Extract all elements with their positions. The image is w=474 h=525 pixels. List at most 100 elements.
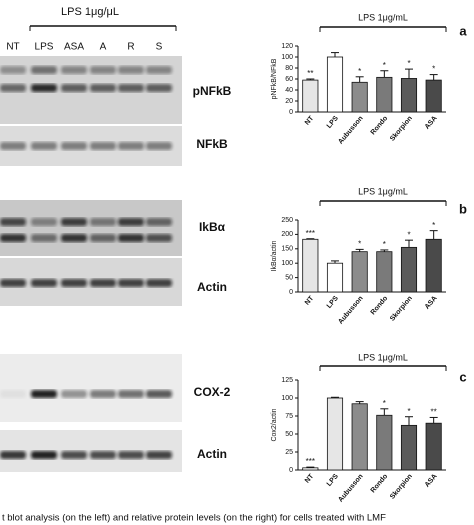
blot-band <box>31 451 57 459</box>
x-tick-label: Aubusson <box>337 295 364 326</box>
blot-band <box>90 279 116 287</box>
significance: * <box>432 65 435 74</box>
blot-band <box>118 390 144 398</box>
y-axis-label: Cox2/actin <box>271 408 278 441</box>
bar <box>376 76 393 113</box>
y-tick-label: 100 <box>281 54 293 61</box>
blot-band <box>118 142 144 150</box>
y-tick-label: 0 <box>289 467 293 474</box>
blot-band <box>61 451 87 459</box>
blot-band <box>31 234 57 242</box>
significance: * <box>358 67 361 76</box>
bar <box>326 262 344 293</box>
x-tick-label: Skorpion <box>389 115 414 143</box>
lane-label: NT <box>6 42 19 53</box>
lane-label: R <box>127 42 134 53</box>
significance: * <box>383 399 386 408</box>
blot-band <box>31 84 57 92</box>
y-tick-label: 150 <box>281 246 293 253</box>
blot-band <box>118 218 144 226</box>
bar <box>326 397 344 471</box>
x-tick-label: Aubusson <box>337 115 364 146</box>
blot-band <box>90 234 116 242</box>
blot-band <box>118 84 144 92</box>
blot-band <box>90 218 116 226</box>
blot-band <box>0 279 26 287</box>
blot-label: COX-2 <box>194 385 231 399</box>
significance: * <box>358 239 361 248</box>
blot-band <box>146 279 172 287</box>
caption: t blot analysis (on the left) and relati… <box>2 513 386 524</box>
bar <box>400 78 418 113</box>
y-tick-label: 20 <box>285 98 293 105</box>
bar <box>376 414 393 471</box>
blot-panel <box>0 354 182 422</box>
y-axis-label: pNFkB/NFkB <box>271 58 278 99</box>
blot-band <box>61 279 87 287</box>
blot-label: NFkB <box>196 137 228 151</box>
y-tick-label: 75 <box>285 413 293 420</box>
blot-band <box>146 451 172 459</box>
x-tick-label: Rondo <box>370 295 390 316</box>
bar <box>302 467 319 471</box>
x-tick-label: Rondo <box>370 115 390 136</box>
y-tick-label: 80 <box>285 65 293 72</box>
blot-band <box>0 451 26 459</box>
blot-header: LPS 1μg/μL <box>61 6 119 18</box>
x-tick-label: LPS <box>326 295 340 310</box>
bar <box>376 251 393 293</box>
blot-band <box>31 66 57 74</box>
x-tick-label: ASA <box>424 295 439 311</box>
y-tick-label: 100 <box>281 395 293 402</box>
x-tick-label: ASA <box>424 115 439 131</box>
y-tick-label: 60 <box>285 76 293 83</box>
x-tick-label: Skorpion <box>389 295 414 323</box>
blot-band <box>31 390 57 398</box>
y-tick-label: 40 <box>285 87 293 94</box>
blot-band <box>0 390 26 398</box>
blot-label: Actin <box>197 447 227 461</box>
y-tick-label: 50 <box>285 274 293 281</box>
significance: * <box>407 230 410 239</box>
y-tick-label: 250 <box>281 217 293 224</box>
y-tick-label: 200 <box>281 231 293 238</box>
y-tick-label: 120 <box>281 43 293 50</box>
bar <box>425 238 442 293</box>
x-tick-label: LPS <box>326 473 340 488</box>
chart-title: LPS 1μg/mL <box>358 352 408 362</box>
chart-title: LPS 1μg/mL <box>358 186 408 196</box>
blot-band <box>31 142 57 150</box>
y-tick-label: 0 <box>289 289 293 296</box>
significance: *** <box>306 229 315 238</box>
blot-band <box>61 142 87 150</box>
x-tick-label: NT <box>304 114 316 126</box>
significance: ** <box>431 408 437 417</box>
blot-band <box>90 66 116 74</box>
blot-band <box>146 218 172 226</box>
blot-band <box>90 451 116 459</box>
blot-band <box>31 218 57 226</box>
chart-title: LPS 1μg/mL <box>358 12 408 22</box>
bar <box>351 403 368 471</box>
x-tick-label: Rondo <box>370 473 390 494</box>
y-tick-label: 25 <box>285 449 293 456</box>
y-tick-label: 0 <box>289 109 293 116</box>
significance: * <box>407 59 410 68</box>
lane-label: LPS <box>35 42 54 53</box>
blot-label: Actin <box>197 280 227 294</box>
lane-label: ASA <box>64 42 84 53</box>
panel-letter: c <box>459 369 466 384</box>
y-tick-label: 125 <box>281 377 293 384</box>
blot-band <box>0 234 26 242</box>
blot-band <box>146 84 172 92</box>
blot-band <box>0 218 26 226</box>
blot-band <box>146 390 172 398</box>
blot-band <box>0 84 26 92</box>
blot-band <box>118 451 144 459</box>
blot-band <box>146 234 172 242</box>
x-tick-label: NT <box>304 472 316 484</box>
bar <box>425 422 442 471</box>
x-tick-label: LPS <box>326 115 340 130</box>
